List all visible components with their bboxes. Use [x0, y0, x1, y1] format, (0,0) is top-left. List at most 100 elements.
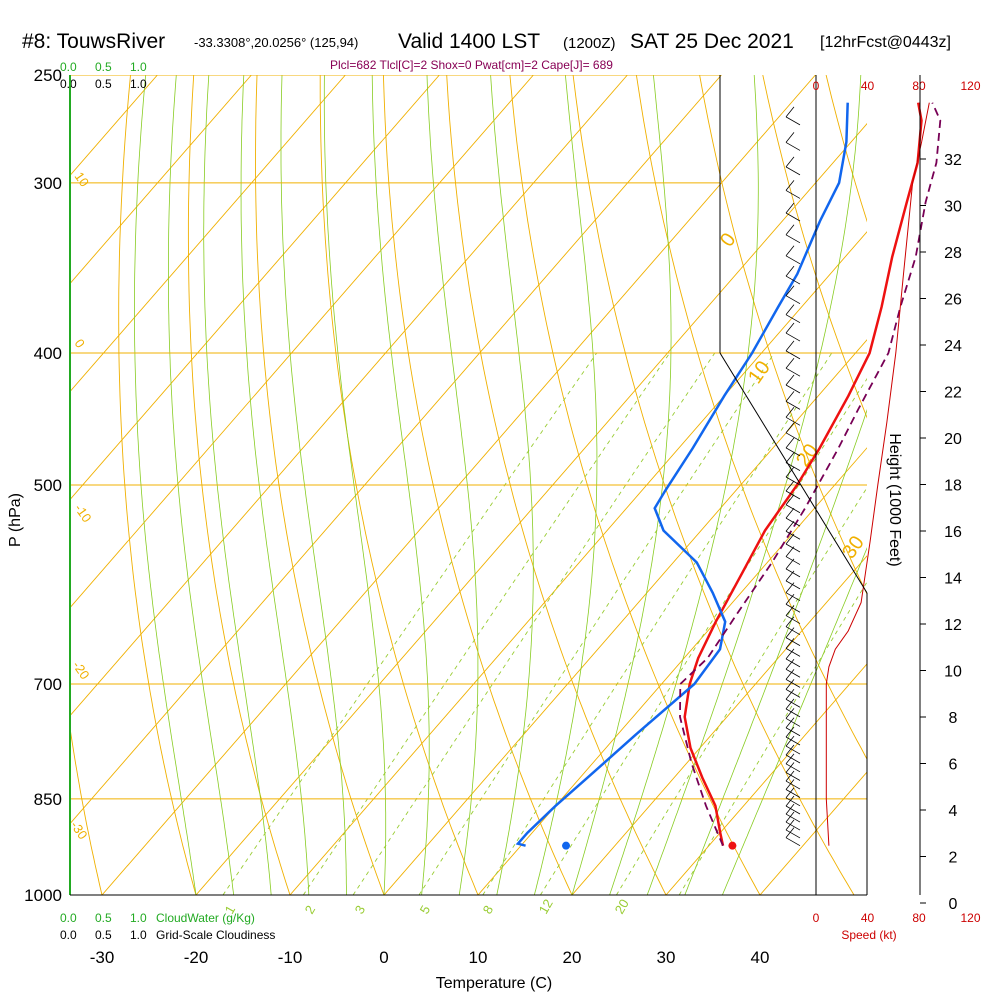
wind-barb	[785, 314, 801, 324]
moist-adiabat-line	[167, 75, 234, 895]
wind-barb	[785, 190, 801, 199]
wind-barb-flag	[785, 616, 795, 627]
cloudiness-scale-tick: 0.5	[95, 928, 112, 942]
wind-barb	[785, 615, 801, 624]
mixing-ratio-label: 5	[417, 903, 434, 917]
dry-adiabat-label: 10	[744, 357, 775, 388]
moist-adiabat-line	[571, 75, 672, 895]
wind-barb	[785, 401, 801, 410]
height-tick-label: 14	[944, 571, 962, 588]
wind-barb	[785, 727, 801, 737]
wind-barb	[785, 689, 801, 698]
wind-barb-flag	[785, 708, 795, 719]
height-tick-label: 6	[949, 757, 958, 774]
height-tick-label: 30	[944, 199, 962, 216]
wind-barb	[785, 580, 801, 590]
plot-frame-slant	[719, 352, 868, 594]
pressure-tick-label: 250	[34, 66, 62, 85]
wind-barb-flag	[785, 466, 795, 478]
isotherm-line	[70, 75, 252, 285]
mixing-ratio-line	[302, 352, 671, 895]
wind-barb-flag	[785, 627, 795, 638]
wind-barb	[785, 255, 801, 265]
moist-adiabat-line	[323, 75, 387, 895]
wind-barb-flag	[785, 735, 795, 747]
wind-barb-flag	[785, 245, 795, 257]
mixing-ratio-line	[482, 352, 833, 895]
pressure-tick-label: 700	[34, 675, 62, 694]
wind-barb	[785, 556, 801, 565]
temperature-tick-label: -10	[278, 948, 303, 967]
wind-barb-flag	[785, 407, 795, 418]
wind-barb	[785, 754, 801, 764]
wind-barb	[785, 592, 801, 602]
wind-barb-flag	[785, 762, 795, 773]
wind-barb-flag	[785, 437, 795, 449]
wind-barb-flag	[785, 202, 795, 214]
cloudiness-scale-tick: 0.0	[60, 77, 77, 91]
wind-barb	[785, 821, 801, 831]
wind-barb-flag	[785, 422, 795, 434]
temperature-tick-label: -20	[184, 948, 209, 967]
station-title: #8: TouwsRiver	[22, 30, 166, 53]
wind-barb	[785, 772, 801, 781]
wind-barb	[785, 780, 801, 790]
wind-barb-flag	[785, 679, 795, 690]
temperature-tick-label: -30	[90, 948, 115, 967]
wind-barb-flag	[785, 753, 795, 765]
height-tick-label: 16	[944, 524, 962, 541]
wind-barb-flag	[785, 304, 795, 315]
moist-adiabat-line	[684, 409, 867, 895]
height-tick-label: 32	[944, 152, 962, 169]
x-axis-label: Temperature (C)	[436, 975, 552, 992]
temperature-tick-label: 40	[751, 948, 770, 967]
mixing-ratio-label: 12	[536, 896, 556, 916]
wind-barb-flag	[785, 717, 795, 729]
wind-barb	[785, 679, 801, 688]
wind-barb-flag	[785, 744, 795, 756]
isotherm-line	[665, 663, 867, 895]
pressure-tick-label: 850	[34, 790, 62, 809]
background-lines	[70, 75, 867, 895]
wind-barb	[785, 142, 801, 151]
station-coords: -33.3308°,20.0256° (125,94)	[194, 35, 359, 50]
dry-adiabat-line	[118, 75, 197, 895]
wind-barb-flag	[785, 638, 795, 649]
wind-barbs	[785, 106, 801, 847]
forecast-hour: [12hrFcst@0443z]	[820, 34, 951, 51]
wind-barb-flag	[785, 106, 795, 118]
height-tick-label: 0	[949, 896, 958, 913]
wind-barb	[785, 708, 801, 718]
wind-barb	[785, 736, 801, 746]
wind-barb	[785, 504, 801, 514]
cloud-water-scale-tick: 0.5	[95, 911, 112, 925]
speed-tick-bottom: 120	[960, 911, 980, 925]
speed-tick-bottom: 0	[813, 911, 820, 925]
cloudiness-scale-tick: 0.0	[60, 928, 77, 942]
height-tick-label: 24	[944, 338, 962, 355]
height-tick-label: 4	[949, 803, 958, 820]
wind-barb	[785, 829, 801, 839]
wind-barb	[785, 797, 801, 807]
wind-barb	[785, 166, 801, 176]
cloud-water-scale-tick: 1.0	[130, 911, 147, 925]
wind-barb-flag	[785, 605, 795, 616]
wind-barb-flag	[785, 340, 795, 352]
pressure-tick-label: 1000	[24, 886, 62, 905]
wind-barb	[785, 658, 801, 668]
zulu-time: (1200Z)	[563, 35, 616, 52]
wind-barb-flag	[785, 180, 795, 191]
isotherm-line	[70, 75, 346, 393]
wind-barb	[785, 668, 801, 678]
height-tick-label: 26	[944, 292, 962, 309]
wind-barb	[785, 517, 801, 527]
dry-adiabat-line	[187, 75, 291, 895]
wind-barb	[785, 647, 801, 657]
wind-barb-flag	[785, 658, 795, 670]
wind-barb-flag	[785, 322, 795, 334]
wind-barb-flag	[785, 533, 795, 545]
wind-barb-flag	[785, 391, 795, 402]
dry-adiabat-line	[572, 75, 855, 895]
height-tick-label: 8	[949, 710, 958, 727]
